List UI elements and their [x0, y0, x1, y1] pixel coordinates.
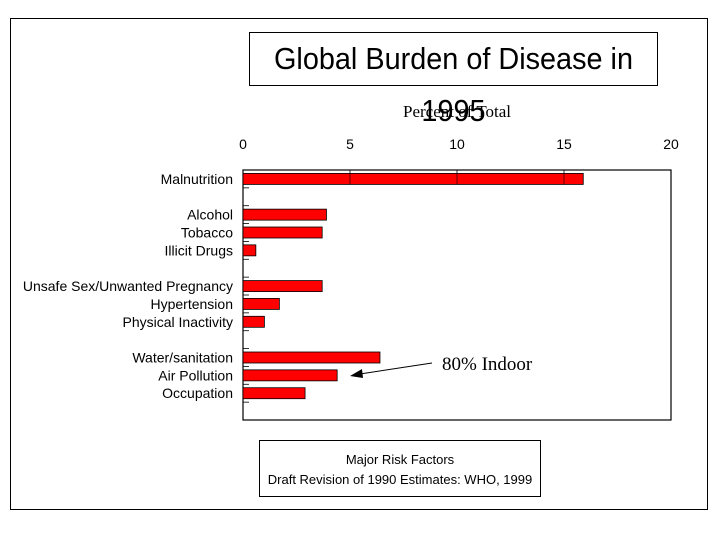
bar: [242, 226, 323, 239]
category-label: Physical Inactivity: [123, 314, 233, 330]
category-label: Occupation: [162, 385, 233, 401]
bar: [242, 280, 323, 292]
bar: [242, 369, 338, 382]
x-tick-label: 5: [346, 136, 354, 152]
x-axis-label: Percent of Total: [403, 102, 511, 121]
x-tick-label: 10: [449, 136, 465, 152]
bar: [242, 173, 584, 185]
caption-line-1: Major Risk Factors: [345, 452, 455, 467]
annotation-text: 80% Indoor: [442, 354, 533, 375]
category-label: Alcohol: [187, 207, 233, 223]
bar: [242, 315, 265, 328]
bar: [242, 387, 306, 400]
x-tick-label: 0: [239, 136, 247, 152]
annotation-arrowhead: [350, 369, 363, 378]
category-label: Unsafe Sex/Unwanted Pregnancy: [23, 278, 233, 294]
category-label: Air Pollution: [158, 367, 233, 383]
annotation-arrow-line: [359, 362, 433, 375]
caption-box: Major Risk Factors Draft Revision of 199…: [259, 440, 541, 497]
bar: [242, 244, 257, 257]
bar: [242, 351, 381, 364]
x-tick-label: 15: [556, 136, 572, 152]
chart-title-box: Global Burden of Disease in 1995: [249, 32, 658, 128]
category-label: Malnutrition: [161, 171, 233, 187]
x-tick-label: 20: [663, 136, 679, 152]
plot-area: [242, 169, 672, 421]
bar: [242, 208, 327, 221]
slide-frame: [10, 18, 708, 510]
chart-title: Global Burden of Disease in 1995: [273, 41, 633, 128]
category-label: Hypertension: [151, 296, 234, 312]
category-label: Tobacco: [181, 225, 233, 241]
category-label: Water/sanitation: [132, 350, 233, 366]
caption-line-2: Draft Revision of 1990 Estimates: WHO, 1…: [267, 472, 533, 487]
bar: [242, 298, 280, 310]
category-label: Illicit Drugs: [165, 242, 233, 258]
